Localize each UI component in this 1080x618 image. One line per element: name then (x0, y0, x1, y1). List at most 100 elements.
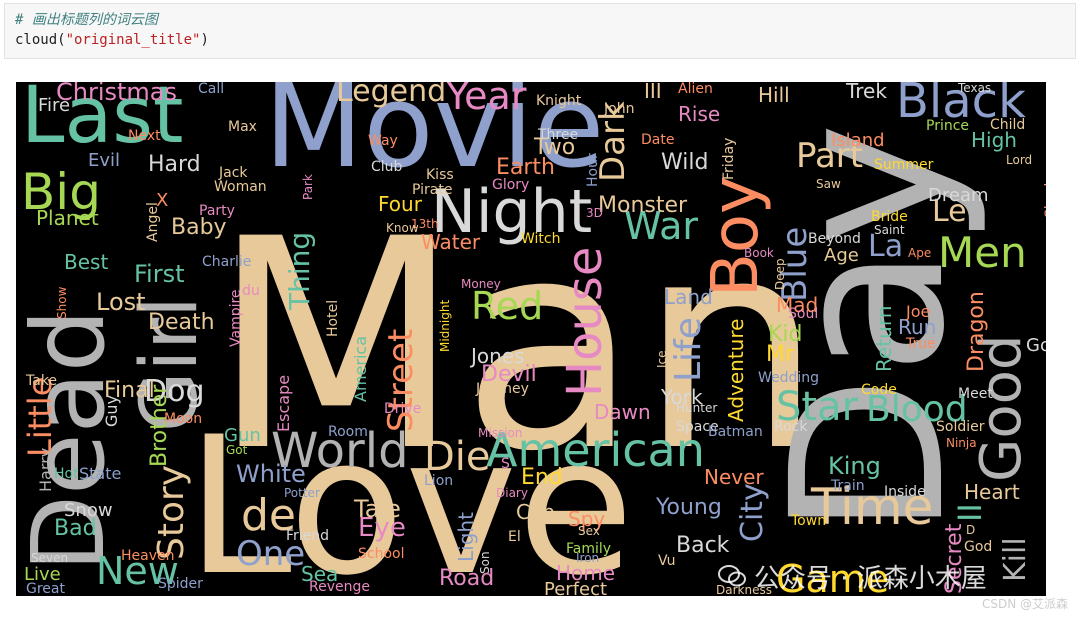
cloud-word: Final (104, 378, 155, 403)
cloud-word: State (79, 464, 122, 483)
cloud-word: God (964, 539, 993, 555)
cloud-word: Hour (585, 153, 601, 187)
cloud-word: Devil (481, 362, 537, 387)
cloud-word: Lion (424, 473, 454, 489)
cloud-word: Date (641, 132, 675, 148)
cloud-word: Go (1026, 335, 1046, 356)
cloud-word: Show (55, 286, 69, 319)
cloud-word: Rock (774, 419, 808, 435)
cloud-word: Boy (699, 176, 773, 297)
cloud-word: Wild (661, 150, 709, 175)
cloud-word: Time (811, 478, 934, 536)
cloud-word: Hotel (325, 299, 341, 337)
cloud-word: Soul (788, 306, 819, 322)
cloud-word: York (661, 385, 703, 409)
cloud-word: Woman (214, 179, 267, 195)
cloud-word: Dog (144, 374, 205, 409)
cloud-word: Hunter (676, 401, 718, 415)
cloud-word: Sea (301, 562, 339, 586)
cloud-word: Ice (655, 350, 669, 368)
cloud-word: Joe (906, 302, 931, 321)
cloud-word: Three (538, 127, 579, 143)
cloud-word: Rise (678, 102, 721, 126)
cloud-word: Kiss (426, 167, 454, 183)
code-cell[interactable]: # 画出标题列的词云图 cloud("original_title") (4, 3, 1076, 59)
cloud-word: Prince (926, 118, 970, 134)
cloud-word: Live (24, 564, 61, 585)
cloud-word: Alien (678, 82, 713, 97)
cloud-word: Perfect (544, 579, 608, 597)
cloud-word: Baby (171, 215, 227, 240)
cloud-word: Harry (36, 447, 55, 492)
cloud-word: Ninja (946, 436, 977, 450)
cloud-word: Year (446, 82, 527, 118)
cloud-word: Thing (283, 231, 316, 310)
cloud-word: True (906, 336, 936, 352)
cloud-word: Deep (773, 258, 787, 290)
cloud-word: Vampire (228, 289, 244, 347)
cloud-word: Mr (766, 342, 795, 367)
cloud-word: Lord (1006, 153, 1033, 167)
cloud-word: Code (861, 382, 897, 398)
cloud-word: Drive (384, 401, 422, 417)
cloud-word: End (521, 465, 563, 490)
cloud-word: Max (228, 119, 257, 135)
cloud-word: Spy (568, 507, 606, 531)
cloud-word: Escape (274, 374, 293, 432)
cloud-word: New (96, 549, 179, 593)
cloud-word: Way (368, 133, 398, 149)
code-string-arg: "original_title" (65, 32, 201, 48)
cloud-word: Spider (158, 576, 203, 592)
cloud-word: Midnight (438, 299, 452, 352)
cloud-word: Knight (536, 93, 582, 109)
cloud-word: Diary (496, 486, 528, 500)
watermark-text: 公众号 · 派森小木屋 (754, 563, 987, 594)
cloud-word: Beyond (808, 231, 861, 247)
cloud-word: Men (938, 228, 1027, 277)
cloud-word: Kid (768, 322, 803, 347)
cloud-word: Star (776, 384, 859, 430)
cloud-word: Guy (102, 394, 121, 427)
cloud-word: Trek (846, 82, 887, 103)
cloud-word: Book (744, 246, 774, 260)
cloud-word: S (501, 456, 510, 472)
cloud-word: Journey (476, 381, 529, 397)
cloud-word: Hard (148, 152, 201, 177)
watermark: 公众号 · 派森小木屋 (718, 557, 1058, 595)
cloud-word: America (351, 336, 370, 402)
cloud-word: Witch (521, 231, 561, 247)
cloud-word: Jones (471, 344, 525, 368)
cloud-word: Red (471, 284, 544, 328)
cloud-word: Dragon (964, 291, 989, 372)
cloud-word: Sex (578, 524, 600, 538)
cloud-word: Party (199, 203, 235, 219)
cloud-word: Age (824, 245, 859, 266)
cloud-word: Child (990, 117, 1026, 133)
cloud-word: III (644, 82, 662, 103)
cloud-word: Soldier (936, 419, 985, 435)
cloud-word: Land (664, 285, 713, 309)
cloud-word: Saw (816, 177, 841, 191)
cloud-word: Know (386, 221, 419, 235)
cloud-word: de (241, 490, 296, 541)
cloud-word: Back (676, 533, 730, 558)
cloud-word: Die (424, 434, 491, 480)
cloud-word: Man (211, 178, 823, 515)
cloud-word: Best (64, 250, 109, 274)
cloud-word: Monster (598, 193, 688, 218)
cloud-word: War (624, 204, 699, 248)
cloud-word: Island (831, 130, 885, 151)
cloud-word: Train (831, 478, 865, 494)
cloud-word: Planet (36, 206, 99, 230)
cloud-word: City (735, 483, 770, 542)
cloud-word: Wedding (758, 370, 820, 386)
cloud-word: Life (668, 317, 709, 382)
cloud-word: Darkness (716, 583, 772, 596)
code-comment: # 画出标题列的词云图 (15, 12, 158, 28)
cloud-word: Road (439, 566, 495, 591)
cloud-word: Heart (964, 480, 1020, 504)
cloud-word: Black (896, 82, 1026, 129)
cloud-word: La (868, 229, 904, 264)
cloud-word: Space (676, 419, 719, 435)
cloud-word: Part (796, 136, 864, 176)
